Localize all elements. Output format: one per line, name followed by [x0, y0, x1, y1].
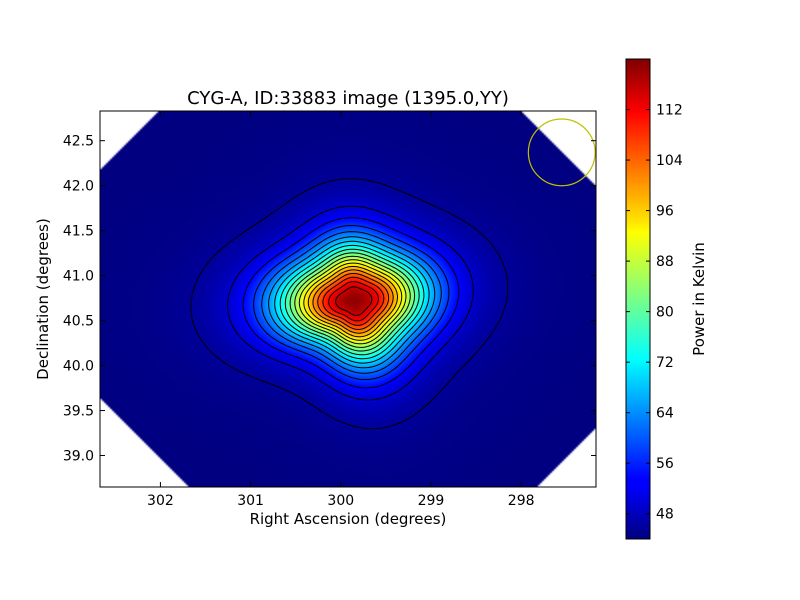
chart-title: CYG-A, ID:33883 image (1395.0,YY) — [187, 88, 509, 109]
y-tick-label: 42.5 — [63, 134, 94, 150]
colorbar-label: Power in Kelvin — [690, 242, 708, 356]
contour-line — [279, 244, 425, 360]
contour-line — [317, 273, 390, 330]
colorbar-tick-label: 88 — [656, 254, 674, 270]
colorbar-tick-label: 64 — [656, 406, 674, 422]
plot-frame — [99, 110, 597, 488]
contour-line — [307, 266, 399, 338]
x-axis-label: Right Ascension (degrees) — [250, 510, 447, 528]
contour-line — [284, 248, 420, 356]
y-tick-label: 40.5 — [63, 314, 94, 330]
contour-line — [274, 240, 430, 364]
contour-layer — [190, 178, 509, 430]
colorbar-tick-label: 104 — [656, 153, 683, 169]
colorbar-tick-label: 48 — [656, 507, 674, 523]
colorbar-tick-label: 96 — [656, 204, 674, 220]
plot-area — [100, 111, 596, 487]
colorbar-tick-label: 80 — [656, 305, 674, 321]
contour-line — [268, 236, 436, 369]
y-tick-label: 42.0 — [63, 179, 94, 195]
y-tick-label: 41.0 — [63, 269, 94, 285]
contour-line — [227, 205, 474, 401]
y-tick-label: 39.0 — [63, 449, 94, 465]
contour-line — [261, 231, 442, 374]
y-tick-label: 41.5 — [63, 224, 94, 240]
colorbar-tick-label: 72 — [656, 355, 674, 371]
x-tick-label: 301 — [237, 493, 264, 509]
contour-line — [303, 262, 403, 341]
colorbar-tick-label: 112 — [656, 103, 683, 119]
x-tick-label: 298 — [508, 493, 535, 509]
contour-line — [312, 269, 394, 334]
contour-line — [242, 217, 460, 389]
y-axis-ticks: 39.0 39.5 40.0 40.5 41.0 41.5 42.0 42.5 — [63, 134, 596, 465]
contour-line — [294, 255, 411, 348]
colorbar — [625, 58, 651, 540]
x-tick-label: 302 — [147, 493, 174, 509]
x-tick-label: 299 — [418, 493, 445, 509]
contour-line — [298, 259, 407, 345]
x-axis-ticks: 302 301 300 299 298 — [147, 111, 535, 509]
contour-line — [322, 276, 385, 326]
contour-line — [289, 252, 416, 352]
y-tick-label: 39.5 — [63, 404, 94, 420]
x-tick-label: 300 — [327, 493, 354, 509]
heatmap-image — [100, 111, 596, 487]
contour-line — [328, 281, 379, 322]
contour-line — [335, 286, 373, 316]
y-axis-label: Declination (degrees) — [34, 218, 52, 380]
colorbar-tick-label: 56 — [656, 456, 674, 472]
beam-marker — [527, 118, 596, 187]
colorbar-ticks: 48 56 64 72 80 88 96 104 112 — [626, 103, 683, 523]
contour-line — [253, 224, 450, 381]
y-tick-label: 40.0 — [63, 359, 94, 375]
contour-line — [190, 178, 509, 430]
